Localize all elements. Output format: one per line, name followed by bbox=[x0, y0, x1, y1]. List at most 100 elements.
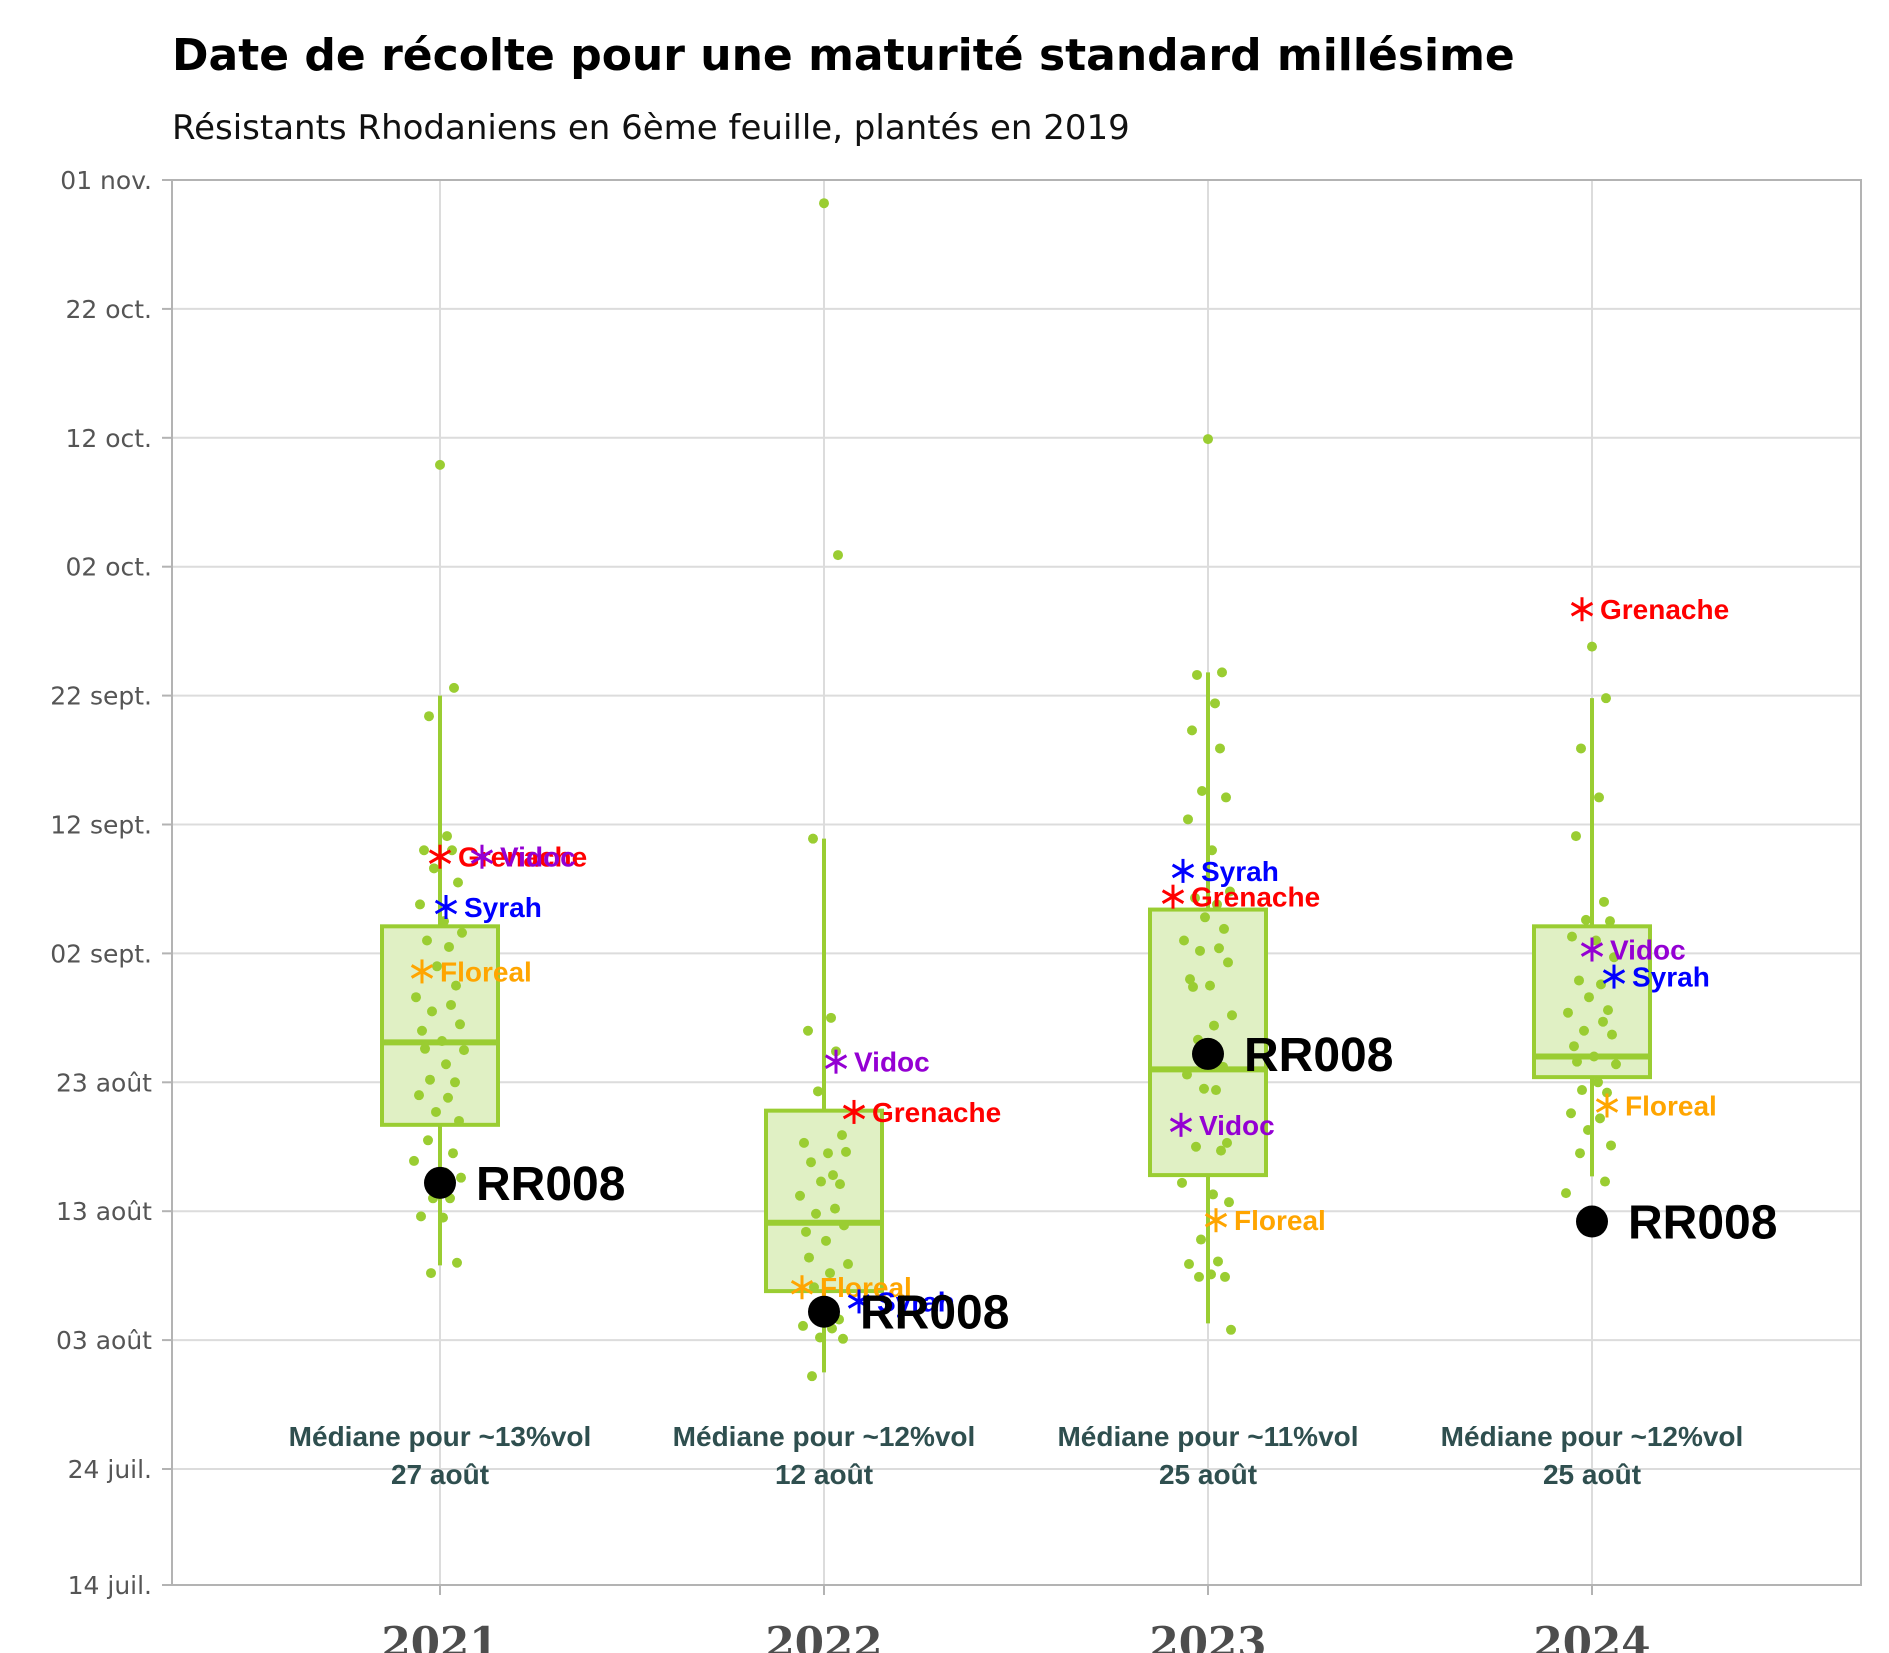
data-point bbox=[843, 1259, 853, 1270]
data-point bbox=[419, 845, 429, 856]
data-point bbox=[828, 1170, 838, 1181]
asterisk-stroke bbox=[1595, 1098, 1619, 1113]
ref-syrah-2021: Syrah bbox=[434, 892, 542, 923]
data-point bbox=[1213, 1256, 1223, 1267]
y-tick-label: 12 oct. bbox=[65, 424, 152, 453]
data-point bbox=[1227, 1010, 1237, 1021]
box-iqr bbox=[380, 924, 500, 1127]
data-point bbox=[457, 927, 467, 938]
data-point bbox=[1188, 981, 1198, 992]
x-tick-label: 2021 bbox=[382, 1618, 499, 1653]
ref-vidoc-2023: Vidoc bbox=[1169, 1110, 1275, 1141]
ref-label: Vidoc bbox=[1610, 935, 1686, 966]
median-annotation-line1: Médiane pour ~12%vol bbox=[1441, 1421, 1744, 1452]
ref-grenache-2024: Grenache bbox=[1570, 594, 1729, 625]
ref-label: Grenache bbox=[1600, 594, 1729, 625]
data-point bbox=[411, 992, 421, 1003]
ref-syrah-2023: Syrah bbox=[1171, 856, 1279, 887]
data-point bbox=[830, 1203, 840, 1214]
data-point bbox=[1583, 1124, 1593, 1135]
data-point bbox=[427, 1006, 437, 1017]
ref-label: Floreal bbox=[440, 956, 532, 987]
data-point bbox=[1196, 1234, 1206, 1245]
data-point bbox=[795, 1190, 805, 1201]
data-point bbox=[454, 1115, 464, 1126]
data-point bbox=[839, 1220, 849, 1231]
rr008-series: RR008 RR008 RR008 RR008 bbox=[424, 1029, 1777, 1340]
x-tick-label: 2023 bbox=[1150, 1618, 1267, 1653]
asterisk-stroke bbox=[790, 1279, 814, 1295]
data-point bbox=[835, 1179, 845, 1190]
data-point bbox=[1220, 1271, 1230, 1282]
data-point bbox=[453, 877, 463, 888]
data-point bbox=[417, 1025, 427, 1036]
data-point bbox=[1602, 1087, 1612, 1098]
data-point bbox=[1199, 1083, 1209, 1094]
median-annotations: Médiane pour ~13%vol 27 août Médiane pour … bbox=[289, 1421, 1744, 1490]
asterisk-stroke bbox=[428, 849, 452, 865]
data-point bbox=[424, 711, 434, 722]
data-point bbox=[1179, 935, 1189, 946]
data-point bbox=[1218, 1061, 1228, 1072]
chart-title: Date de récolte pour une maturité standa… bbox=[172, 30, 1515, 81]
data-point bbox=[1225, 886, 1235, 897]
median-annotation-line2: 25 août bbox=[1543, 1459, 1641, 1490]
ref-label: Grenache bbox=[1191, 882, 1320, 913]
median-annotation-line2: 27 août bbox=[391, 1459, 489, 1490]
y-axis: 01 nov. 22 oct. 12 oct. 02 oct. 22 sept. 12 s… bbox=[50, 166, 172, 1600]
data-point bbox=[1222, 1137, 1232, 1148]
data-point bbox=[821, 1235, 831, 1246]
data-point bbox=[809, 1282, 819, 1293]
median-annotation-line1: Médiane pour ~13%vol bbox=[289, 1421, 592, 1452]
data-point bbox=[1183, 814, 1193, 825]
data-point bbox=[838, 1333, 848, 1344]
data-point bbox=[1223, 957, 1233, 968]
asterisk-stroke bbox=[410, 964, 434, 979]
asterisk-stroke bbox=[434, 899, 458, 915]
data-point bbox=[1190, 892, 1200, 903]
ref-label: Vidoc bbox=[1199, 1110, 1275, 1141]
x-tick-label: 2022 bbox=[766, 1618, 883, 1653]
data-point bbox=[438, 1212, 448, 1223]
data-point bbox=[1195, 945, 1205, 956]
data-point bbox=[1211, 1085, 1221, 1096]
ref-label: Vidoc bbox=[500, 842, 576, 873]
data-point bbox=[415, 899, 425, 910]
data-point bbox=[448, 1148, 458, 1159]
data-point bbox=[1572, 1056, 1582, 1067]
data-point bbox=[1566, 1108, 1576, 1119]
rr008-point bbox=[808, 1295, 840, 1328]
data-point bbox=[1584, 992, 1594, 1003]
data-point bbox=[1563, 1007, 1573, 1018]
ref-label: Vidoc bbox=[854, 1047, 930, 1078]
ref-syrah-2024: Syrah bbox=[1602, 962, 1710, 993]
data-point bbox=[1207, 845, 1217, 856]
data-point bbox=[444, 941, 454, 952]
data-point bbox=[1593, 1077, 1603, 1088]
median-annotation-line2: 12 août bbox=[775, 1459, 873, 1490]
data-point bbox=[1187, 725, 1197, 736]
data-point bbox=[452, 1257, 462, 1268]
data-point bbox=[1182, 1069, 1192, 1080]
rr008-label: RR008 bbox=[1628, 1197, 1777, 1250]
ref-label: Syrah bbox=[1201, 856, 1279, 887]
data-point bbox=[426, 1268, 436, 1279]
data-point bbox=[1594, 792, 1604, 803]
grid-lines bbox=[172, 179, 1861, 1586]
y-tick-label: 22 oct. bbox=[65, 295, 152, 324]
data-point bbox=[1200, 912, 1210, 923]
data-point bbox=[1606, 1140, 1616, 1151]
data-point bbox=[1581, 914, 1591, 925]
data-point bbox=[1214, 943, 1224, 954]
x-tick-label: 2024 bbox=[1534, 1618, 1651, 1653]
data-point bbox=[416, 1211, 426, 1222]
data-point bbox=[429, 863, 439, 874]
data-point bbox=[798, 1320, 808, 1331]
data-point bbox=[423, 1135, 433, 1146]
asterisk-stroke bbox=[1570, 601, 1594, 617]
data-point bbox=[1221, 792, 1231, 803]
ref-vidoc-2021: Vidoc bbox=[470, 842, 576, 873]
data-point bbox=[1216, 1145, 1226, 1156]
chart-subtitle: Résistants Rhodaniens en 6ème feuille, p… bbox=[172, 108, 1130, 148]
